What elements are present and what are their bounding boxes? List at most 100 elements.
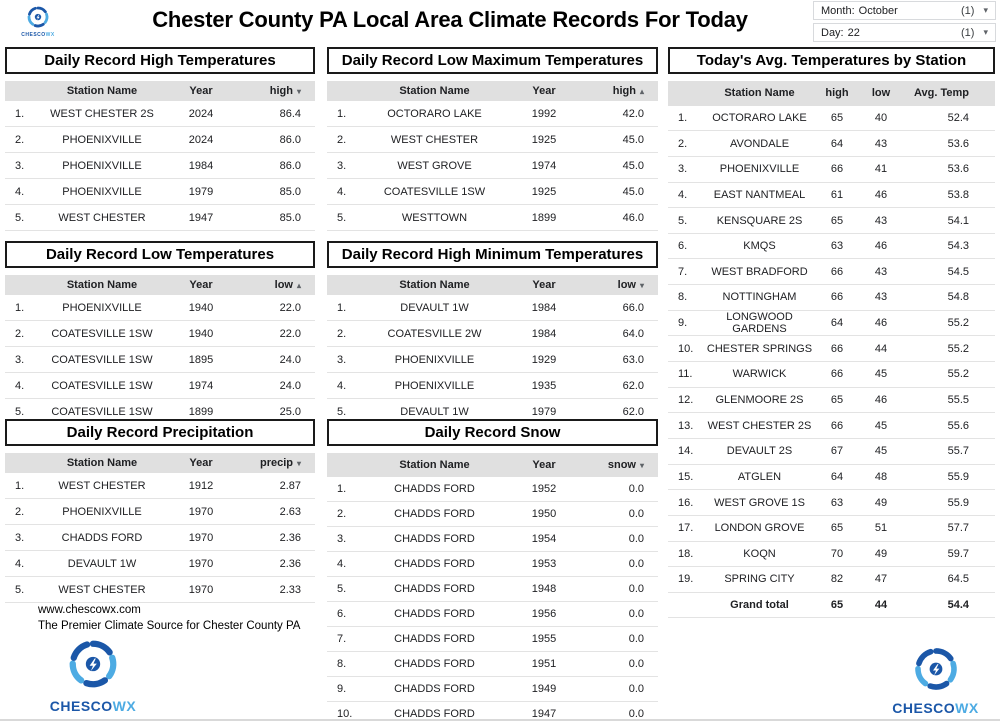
cell-station: CHADDS FORD — [394, 658, 475, 670]
cell-index: 7. — [678, 265, 688, 278]
record-low-max-panel: Daily Record Low Maximum Temperatures St… — [327, 47, 658, 231]
cell-station: CHADDS FORD — [394, 708, 475, 720]
cell-value: 2.36 — [279, 531, 301, 544]
cell-station: WARWICK — [732, 368, 787, 381]
cell-index: 2. — [678, 137, 688, 150]
record-high-min-table: Station Name Year low ▾ 1. DEVAULT 1W 1984 66.0… — [327, 275, 658, 425]
table-header-row: Station Name Year low ▴ — [5, 275, 315, 295]
cell-value: 45.0 — [622, 185, 644, 198]
table-row: 18. KOQN 70 49 59.7 — [668, 542, 995, 568]
cell-value: 85.0 — [279, 211, 301, 224]
cell-station: WEST CHESTER — [58, 479, 146, 492]
cell-high: 65 — [830, 111, 844, 124]
cell-year: 1984 — [188, 159, 214, 172]
cell-station: CHADDS FORD — [394, 483, 475, 495]
cell-value: 42.0 — [622, 107, 644, 120]
cell-station: DEVAULT 1W — [400, 301, 469, 314]
day-filter-dropdown[interactable]: Day: 22 (1) ▾ — [813, 23, 996, 42]
grand-total-label: Grand total — [730, 599, 789, 612]
cell-index: 6. — [337, 608, 347, 620]
cell-value: 0.0 — [628, 608, 644, 620]
cell-index: 4. — [337, 558, 347, 570]
cell-high: 64 — [830, 137, 844, 150]
cell-year: 1951 — [531, 658, 557, 670]
cell-value: 0.0 — [628, 533, 644, 545]
cell-index: 5. — [337, 211, 347, 224]
cell-low: 46 — [874, 240, 888, 253]
cell-station: CHADDS FORD — [394, 608, 475, 620]
header-cell-value-sort[interactable]: precip ▾ — [239, 457, 315, 469]
header-cell-year: Year — [189, 279, 213, 291]
cell-value: 22.0 — [279, 301, 301, 314]
table-row: 6. KMQS 63 46 54.3 — [668, 234, 995, 260]
cell-low: 46 — [874, 394, 888, 406]
table-header-row: Station Name Year high ▴ — [327, 81, 658, 101]
table-row: 8. NOTTINGHAM 66 43 54.8 — [668, 285, 995, 311]
table-row: 10. CHADDS FORD 1947 0.0 — [327, 702, 658, 721]
cell-year: 1954 — [531, 533, 557, 545]
cell-high: 61 — [830, 188, 844, 201]
header-cell-year: Year — [532, 459, 556, 471]
header-cell-value-sort[interactable]: snow ▾ — [582, 459, 658, 471]
cell-high: 65 — [830, 214, 844, 227]
header-cell-value-sort[interactable]: low ▴ — [239, 279, 315, 291]
cell-avg: 64.5 — [947, 573, 969, 586]
cell-station: PHOENIXVILLE — [394, 379, 475, 392]
source-url: www.chescowx.com — [38, 604, 141, 616]
header-cell-low: low — [871, 87, 891, 100]
cell-station: CHADDS FORD — [394, 583, 475, 595]
cell-value: 2.33 — [279, 583, 301, 596]
table-header-row: Station Name Year high ▾ — [5, 81, 315, 101]
cell-value: 0.0 — [628, 708, 644, 720]
cell-value: 45.0 — [622, 159, 644, 172]
cell-index: 19. — [678, 573, 694, 586]
cell-value: 22.0 — [279, 327, 301, 340]
header-cell-value-sort[interactable]: high ▾ — [239, 85, 315, 97]
table-row: 5. WESTTOWN 1899 46.0 — [327, 205, 658, 231]
cell-value: 0.0 — [628, 633, 644, 645]
table-row: 3. CHADDS FORD 1970 2.36 — [5, 525, 315, 551]
left-column: Daily Record High Temperatures Station N… — [5, 47, 315, 721]
cell-station: WEST GROVE 1S — [714, 496, 805, 509]
cell-low: 41 — [874, 163, 888, 176]
table-row: 1. PHOENIXVILLE 1940 22.0 — [5, 295, 315, 321]
table-row: 5. KENSQUARE 2S 65 43 54.1 — [668, 208, 995, 234]
cell-station: WESTTOWN — [401, 211, 468, 224]
sort-label: precip — [259, 457, 293, 469]
sort-desc-icon: ▾ — [639, 280, 644, 290]
cell-index: 5. — [337, 405, 347, 418]
cell-year: 1940 — [188, 327, 214, 340]
cell-index: 9. — [337, 683, 347, 695]
record-high-min-panel: Daily Record High Minimum Temperatures S… — [327, 241, 658, 425]
table-row: 9. LONGWOOD GARDENS 64 46 55.2 — [668, 311, 995, 337]
cell-value: 2.36 — [279, 557, 301, 570]
header-cell-value-sort[interactable]: high ▴ — [582, 85, 658, 97]
cell-year: 1952 — [531, 483, 557, 495]
cell-index: 9. — [678, 317, 688, 330]
month-filter-dropdown[interactable]: Month: October (1) ▾ — [813, 1, 996, 20]
cell-year: 1948 — [531, 583, 557, 595]
header-cell-avg: Avg. Temp — [913, 87, 969, 100]
header-cell-value-sort[interactable]: low ▾ — [582, 279, 658, 291]
table-row: 4. PHOENIXVILLE 1979 85.0 — [5, 179, 315, 205]
panel-title-record-low-max: Daily Record Low Maximum Temperatures — [327, 47, 658, 74]
table-row: 2. PHOENIXVILLE 2024 86.0 — [5, 127, 315, 153]
cell-year: 1979 — [531, 405, 557, 418]
cell-station: WEST CHESTER 2S — [707, 419, 812, 432]
cell-index: 1. — [337, 301, 347, 314]
cell-station: WEST BRADFORD — [711, 265, 808, 278]
cell-year: 1949 — [531, 683, 557, 695]
cell-index: 14. — [678, 445, 694, 458]
source-tagline: The Premier Climate Source for Chester C… — [38, 619, 301, 632]
cell-index: 17. — [678, 522, 694, 535]
header-cell-year: Year — [532, 279, 556, 291]
cell-high: 66 — [830, 419, 844, 432]
header-cell-station: Station Name — [399, 279, 470, 291]
day-filter-value: 22 — [847, 26, 860, 39]
cell-station: OCTORARO LAKE — [387, 107, 482, 120]
record-high-temps-table: Station Name Year high ▾ 1. WEST CHESTER 2S 20… — [5, 81, 315, 231]
brand-light-text: WX — [112, 698, 137, 714]
page-bottom-edge — [0, 719, 1000, 721]
cell-index: 3. — [678, 163, 688, 176]
table-row: 4. CHADDS FORD 1953 0.0 — [327, 552, 658, 577]
